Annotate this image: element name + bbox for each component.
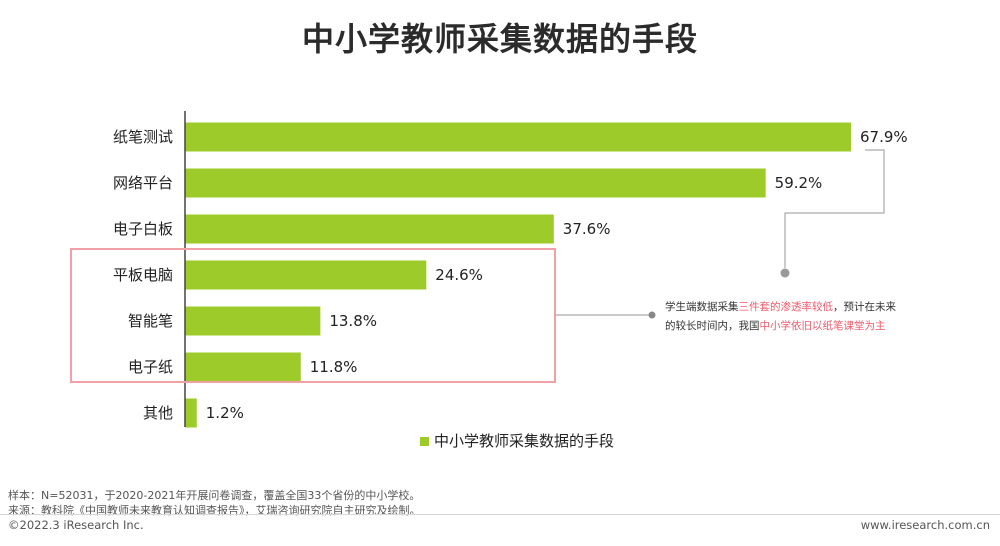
value-label: 59.2%: [775, 174, 823, 192]
callout-highlight-text: 中小学依旧以纸笔课堂为主: [760, 319, 886, 332]
bar-4: [185, 260, 427, 290]
category-label: 电子纸: [128, 358, 173, 376]
copyright-text: ©2022.3 iResearch Inc.: [8, 518, 144, 532]
callout-dot-top: [780, 268, 790, 278]
value-label: 24.6%: [435, 266, 483, 284]
value-label: 11.8%: [310, 358, 358, 376]
value-label: 37.6%: [563, 220, 611, 238]
sample-note: 样本：N=52031，于2020-2021年开展问卷调查，覆盖全国33个省份的中…: [8, 489, 421, 502]
bar-2: [185, 168, 766, 198]
callout-text-line: 的较长时间内，我国中小学依旧以纸笔课堂为主: [665, 319, 886, 332]
value-label: 67.9%: [860, 128, 908, 146]
callout-plain-text: ，预计在未来: [833, 300, 896, 313]
value-label: 1.2%: [206, 404, 244, 422]
legend-swatch: [420, 437, 429, 446]
source-notes: 样本：N=52031，于2020-2021年开展问卷调查，覆盖全国33个省份的中…: [8, 488, 421, 518]
value-label: 13.8%: [329, 312, 377, 330]
category-label: 其他: [143, 404, 173, 422]
category-label: 智能笔: [128, 312, 173, 330]
callout-text-line: 学生端数据采集三件套的渗透率较低，预计在未来: [665, 300, 896, 313]
callout-line-top: [784, 149, 885, 268]
footer-divider: [0, 514, 1000, 515]
bar-3: [185, 214, 554, 244]
category-label: 网络平台: [113, 174, 173, 192]
bar-6: [185, 352, 301, 382]
bar-chart: 纸笔测试 67.9% 网络平台 59.2% 电子白板 37.6% 平板电脑 24.6% 智能笔 1…: [70, 111, 908, 450]
website-text: www.iresearch.com.cn: [860, 518, 990, 532]
callout-plain-text: 的较长时间内，我国: [665, 319, 760, 332]
callout-highlight-text: 三件套的渗透率较低: [739, 300, 834, 313]
bar-7: [185, 398, 197, 428]
callout-plain-text: 学生端数据采集: [665, 300, 739, 313]
chart-title: 中小学教师采集数据的手段: [301, 20, 698, 58]
category-label: 平板电脑: [113, 266, 173, 284]
bar-5: [185, 306, 321, 336]
category-label: 电子白板: [113, 220, 173, 238]
callout-dot-left: [648, 311, 656, 319]
bar-1: [185, 122, 851, 152]
category-label: 纸笔测试: [113, 128, 173, 146]
source-note: 来源：教科院《中国教师未来教育认知调查报告》，艾瑞咨询研究院自主研究及绘制。: [8, 504, 421, 517]
legend-label: 中小学教师采集数据的手段: [434, 432, 614, 450]
